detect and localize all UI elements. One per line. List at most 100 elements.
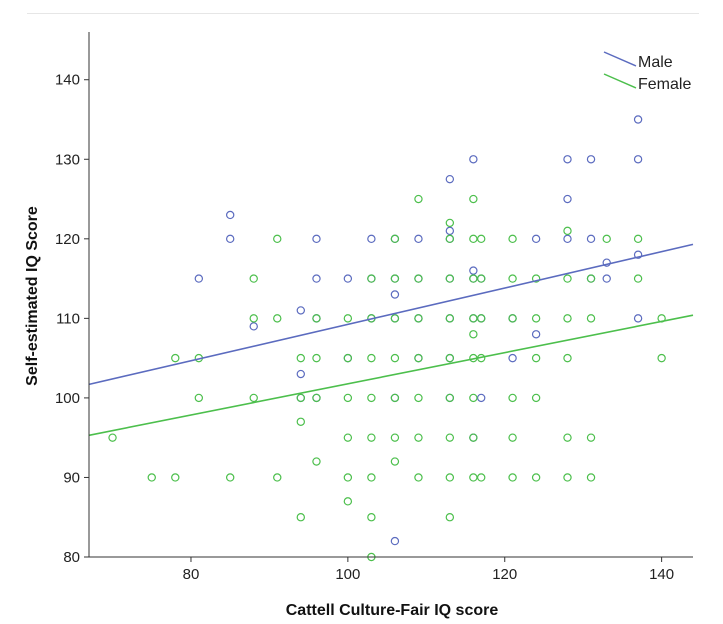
data-point-female <box>367 473 376 482</box>
data-point-female <box>657 353 666 363</box>
data-point-male <box>508 353 517 363</box>
y-axis-title: Self-estimated IQ Score <box>24 206 41 386</box>
x-tick-label: 120 <box>492 566 517 583</box>
legend-label-female: Female <box>638 76 691 93</box>
data-point-female <box>171 473 180 482</box>
data-point-female <box>531 314 541 323</box>
data-point-male <box>633 115 643 124</box>
x-tick-label: 80 <box>183 566 200 583</box>
data-point-male <box>563 194 572 204</box>
legend-swatch-female <box>603 73 637 89</box>
data-point-male <box>414 234 423 244</box>
data-point-female <box>445 314 455 323</box>
data-point-female <box>563 274 572 283</box>
data-point-female <box>445 473 455 482</box>
data-point-female <box>586 274 596 283</box>
data-point-female <box>390 234 400 244</box>
data-point-female <box>312 393 321 403</box>
y-tick-label: 100 <box>55 390 80 407</box>
data-point-female <box>508 393 517 403</box>
data-point-female <box>445 234 455 244</box>
data-point-female <box>563 433 572 442</box>
plot-area <box>88 115 694 562</box>
data-point-female <box>414 194 423 204</box>
data-point-female <box>477 473 486 482</box>
data-point-female <box>367 513 376 522</box>
data-point-female <box>531 353 541 363</box>
legend: Male Female <box>603 51 691 93</box>
data-point-female <box>469 473 478 482</box>
x-tick-label: 100 <box>335 566 360 583</box>
y-tick-label: 80 <box>63 549 80 566</box>
data-point-female <box>469 330 478 339</box>
data-point-female <box>445 393 455 403</box>
data-point-female <box>171 353 180 363</box>
data-point-female <box>414 393 423 403</box>
data-point-male <box>194 274 204 283</box>
x-tick-label: 140 <box>649 566 674 583</box>
y-tick-label: 90 <box>63 469 80 486</box>
data-point-male <box>633 155 643 164</box>
y-tick-label: 120 <box>55 231 80 248</box>
data-point-male <box>225 210 235 220</box>
data-point-female <box>445 274 455 283</box>
data-point-male <box>633 250 643 259</box>
fit-line-male <box>88 243 694 386</box>
data-point-male <box>586 155 596 164</box>
data-point-male <box>469 266 478 275</box>
data-point-female <box>508 473 517 482</box>
data-point-female <box>563 314 572 323</box>
data-point-female <box>390 314 400 323</box>
data-point-female <box>390 433 400 442</box>
data-point-female <box>296 513 305 522</box>
data-point-male <box>563 234 572 244</box>
data-point-female <box>445 218 455 228</box>
y-tick-label: 140 <box>55 72 80 89</box>
data-point-female <box>390 353 400 363</box>
data-point-female <box>367 393 376 403</box>
legend-label-male: Male <box>638 54 673 71</box>
data-point-female <box>602 234 611 244</box>
data-point-female <box>296 417 305 426</box>
data-point-female <box>273 314 282 323</box>
data-point-female <box>225 473 235 482</box>
data-point-female <box>194 393 204 403</box>
data-point-female <box>414 353 423 363</box>
data-point-female <box>249 393 258 403</box>
data-point-male <box>296 306 305 315</box>
data-point-male <box>586 234 596 244</box>
data-point-male <box>225 234 235 244</box>
data-point-female <box>343 353 353 363</box>
data-point-female <box>445 513 455 522</box>
data-point-female <box>296 353 305 363</box>
data-point-female <box>531 473 541 482</box>
data-point-female <box>249 314 258 323</box>
data-point-female <box>445 433 455 442</box>
data-point-female <box>343 433 353 442</box>
data-point-female <box>273 473 282 482</box>
data-point-female <box>343 497 353 506</box>
data-point-female <box>414 473 423 482</box>
top-divider <box>27 13 699 14</box>
data-point-female <box>312 457 321 466</box>
data-point-female <box>147 473 156 482</box>
data-point-female <box>469 433 478 442</box>
data-point-female <box>508 433 517 442</box>
data-point-female <box>633 274 643 283</box>
data-point-female <box>414 433 423 442</box>
data-point-female <box>414 274 423 283</box>
data-point-female <box>343 314 353 323</box>
data-point-female <box>477 314 486 323</box>
data-point-female <box>563 473 572 482</box>
data-point-male <box>312 274 321 283</box>
data-point-female <box>390 274 400 283</box>
data-point-female <box>586 473 596 482</box>
data-point-female <box>273 234 282 244</box>
data-point-female <box>249 274 258 283</box>
data-point-male <box>602 258 611 267</box>
data-point-female <box>469 314 478 323</box>
data-point-male <box>633 314 643 323</box>
data-point-male <box>563 155 572 164</box>
data-point-female <box>508 234 517 244</box>
